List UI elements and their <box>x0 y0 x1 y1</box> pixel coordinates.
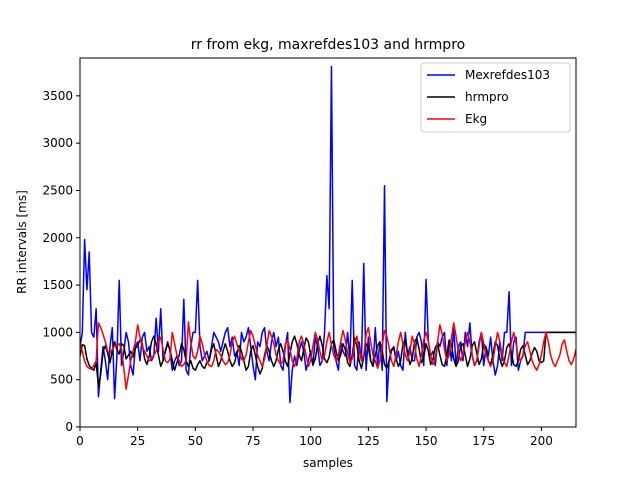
plot-frame <box>79 57 577 428</box>
y-tick-label: 1000 <box>42 325 73 339</box>
y-tick-label: 0 <box>65 420 73 434</box>
y-tick-label: 2500 <box>42 183 73 197</box>
x-axis-label: samples <box>303 456 353 470</box>
legend-label: Ekg <box>465 112 487 126</box>
y-tick-label: 2000 <box>42 231 73 245</box>
x-tick-label: 0 <box>76 434 84 448</box>
x-tick-label: 175 <box>472 434 495 448</box>
series-line-mexrefdes103 <box>80 65 576 404</box>
y-tick-label: 3000 <box>42 136 73 150</box>
x-tick-label: 50 <box>188 434 203 448</box>
plot-area: 0 25 50 75 100 125 150 175 200 0 500 1000 1500 2000 2… <box>42 57 577 448</box>
series-line-ekg <box>80 321 576 390</box>
y-axis: 0 500 1000 1500 2000 2500 3000 3500 <box>42 89 80 434</box>
legend-label: hrmpro <box>465 90 509 104</box>
y-tick-label: 500 <box>50 373 73 387</box>
legend-label: Mexrefdes103 <box>465 68 550 82</box>
y-axis-label: RR intervals [ms] <box>15 190 29 294</box>
series-layer <box>80 65 576 404</box>
chart-title: rr from ekg, maxrefdes103 and hrmpro <box>191 37 465 53</box>
legend: Mexrefdes103 hrmpro Ekg <box>420 62 571 133</box>
y-tick-label: 1500 <box>42 278 73 292</box>
x-axis: 0 25 50 75 100 125 150 175 200 <box>76 427 553 448</box>
x-tick-label: 200 <box>530 434 553 448</box>
legend-frame <box>420 62 571 133</box>
x-tick-label: 25 <box>130 434 145 448</box>
x-tick-label: 150 <box>415 434 438 448</box>
x-tick-label: 125 <box>357 434 380 448</box>
x-tick-label: 100 <box>299 434 322 448</box>
x-tick-label: 75 <box>245 434 260 448</box>
y-tick-label: 3500 <box>42 89 73 103</box>
